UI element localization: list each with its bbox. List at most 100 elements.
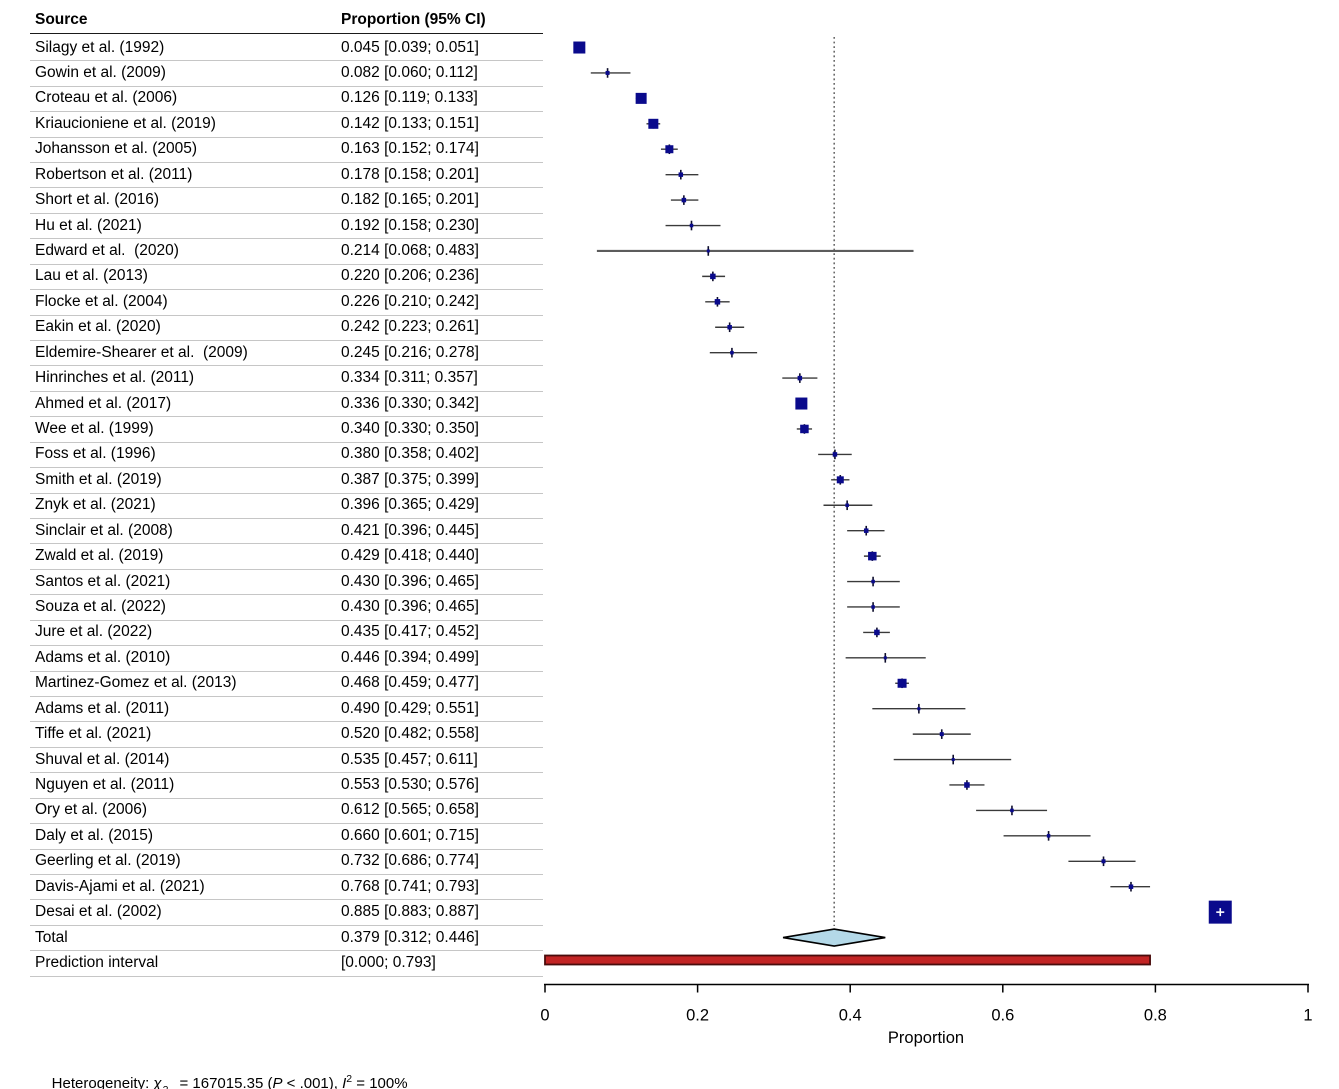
- study-ci-value: 0.468 [0.459; 0.477]: [341, 674, 479, 692]
- study-name: Eakin et al. (2020): [35, 318, 161, 336]
- study-name: Johansson et al. (2005): [35, 140, 197, 158]
- table-row: Znyk et al. (2021) 0.396 [0.365; 0.429]: [30, 493, 543, 519]
- table-row: Hu et al. (2021) 0.192 [0.158; 0.230]: [30, 213, 543, 240]
- table-row: Desai et al. (2002) 0.885 [0.883; 0.887]: [30, 899, 543, 926]
- study-ci-value: 0.045 [0.039; 0.051]: [341, 38, 479, 56]
- heterogeneity-note: Heterogeneity: χ234 = 167015.35 (P < .00…: [35, 1056, 408, 1089]
- x-tick-label: 0.6: [991, 1007, 1014, 1025]
- study-name: Flocke et al. (2004): [35, 292, 168, 310]
- study-name: Davis-Ajami et al. (2021): [35, 877, 205, 895]
- study-name: Ory et al. (2006): [35, 801, 147, 819]
- table-row: Adams et al. (2011) 0.490 [0.429; 0.551]: [30, 696, 543, 723]
- total-diamond: [782, 928, 886, 947]
- table-row: Smith et al. (2019) 0.387 [0.375; 0.399]: [30, 467, 543, 494]
- i-symbol: I: [342, 1075, 347, 1089]
- study-name: Jure et al. (2022): [35, 623, 153, 641]
- study-name: Prediction interval: [35, 953, 159, 971]
- table-row: Prediction interval [0.000; 0.793]: [30, 950, 543, 977]
- table-row: Short et al. (2016) 0.182 [0.165; 0.201]: [30, 187, 543, 214]
- study-name: Adams et al. (2011): [35, 699, 170, 717]
- study-ci-value: 0.490 [0.429; 0.551]: [341, 699, 479, 717]
- study-ci-value: 0.885 [0.883; 0.887]: [341, 903, 479, 921]
- study-ci-value: 0.520 [0.482; 0.558]: [341, 725, 479, 743]
- table-row: Martinez-Gomez et al. (2013) 0.468 [0.459…: [30, 671, 543, 697]
- study-ci-value: 0.430 [0.396; 0.465]: [341, 572, 479, 590]
- weight-square: [573, 41, 586, 54]
- weight-square: [689, 223, 694, 228]
- x-tick-label: 0.2: [686, 1007, 709, 1025]
- weight-square: [648, 118, 659, 129]
- study-name: Znyk et al. (2021): [35, 496, 156, 514]
- weight-square: [939, 732, 944, 737]
- weight-square: [868, 551, 877, 561]
- study-ci-value: 0.435 [0.417; 0.452]: [341, 623, 479, 641]
- weight-square: [714, 299, 721, 305]
- weight-square: [951, 758, 955, 762]
- weight-square: [863, 528, 869, 533]
- study-ci-value: 0.387 [0.375; 0.399]: [341, 470, 479, 488]
- table-row: Flocke et al. (2004) 0.226 [0.210; 0.242]: [30, 289, 543, 316]
- study-name: Sinclair et al. (2008): [35, 521, 173, 539]
- study-ci-value: 0.192 [0.158; 0.230]: [341, 216, 479, 234]
- het-suffix: = 100%: [352, 1075, 408, 1089]
- table-row: Eakin et al. (2020) 0.242 [0.223; 0.261]: [30, 315, 543, 341]
- study-ci-value: 0.660 [0.601; 0.715]: [341, 826, 479, 844]
- study-name: Short et al. (2016): [35, 191, 160, 209]
- table-row: Daly et al. (2015) 0.660 [0.601; 0.715]: [30, 823, 543, 850]
- study-name: Martinez-Gomez et al. (2013): [35, 674, 237, 692]
- study-name: Desai et al. (2002): [35, 903, 162, 921]
- study-name: Total: [35, 928, 68, 946]
- study-ci-value: 0.612 [0.565; 0.658]: [341, 801, 479, 819]
- study-ci-value: 0.380 [0.358; 0.402]: [341, 445, 479, 463]
- x-tick-label: 0.8: [1144, 1007, 1167, 1025]
- study-ci-value: 0.334 [0.311; 0.357]: [341, 369, 478, 387]
- study-ci-value: 0.396 [0.365; 0.429]: [341, 496, 479, 514]
- weight-square: [874, 629, 880, 636]
- study-ci-value: 0.553 [0.530; 0.576]: [341, 775, 479, 793]
- weight-square: [730, 350, 734, 355]
- het-mid2: < .001),: [282, 1075, 343, 1089]
- column-header-source: Source: [35, 11, 88, 28]
- x-tick-label: 0: [540, 1007, 549, 1025]
- weight-square: [964, 782, 970, 788]
- table-row: Nguyen et al. (2011) 0.553 [0.530; 0.576]: [30, 772, 543, 799]
- study-name: Robertson et al. (2011): [35, 165, 193, 183]
- table-row: Ahmed et al. (2017) 0.336 [0.330; 0.342]: [30, 391, 543, 418]
- study-name: Adams et al. (2010): [35, 648, 171, 666]
- x-tick-label: 0.4: [839, 1007, 862, 1025]
- study-name: Lau et al. (2013): [35, 267, 148, 285]
- table-row: Ory et al. (2006) 0.612 [0.565; 0.658]: [30, 798, 543, 825]
- study-ci-value: 0.421 [0.396; 0.445]: [341, 521, 479, 539]
- weight-square: [845, 503, 849, 508]
- weight-square: [883, 656, 887, 660]
- weight-square: [605, 70, 610, 75]
- study-name: Smith et al. (2019): [35, 470, 162, 488]
- table-row: Kriaucioniene et al. (2019) 0.142 [0.133;…: [30, 111, 543, 138]
- study-ci-value: 0.178 [0.158; 0.201]: [341, 165, 479, 183]
- weight-square: [706, 249, 710, 253]
- study-ci-value: 0.732 [0.686; 0.774]: [341, 852, 479, 870]
- study-name: Geerling et al. (2019): [35, 852, 181, 870]
- study-name: Hinrinches et al. (2011): [35, 369, 195, 387]
- weight-square: [1101, 859, 1106, 864]
- study-ci-value: 0.126 [0.119; 0.133]: [341, 89, 478, 107]
- table-row: Croteau et al. (2006) 0.126 [0.119; 0.133…: [30, 86, 543, 113]
- p-symbol: P: [272, 1075, 283, 1089]
- table-row: Total 0.379 [0.312; 0.446]: [30, 925, 543, 952]
- table-row: Davis-Ajami et al. (2021) 0.768 [0.741; 0…: [30, 874, 543, 901]
- weight-square: [1128, 884, 1134, 889]
- study-ci-value: 0.340 [0.330; 0.350]: [341, 419, 479, 437]
- weight-square: [871, 605, 875, 609]
- column-header-proportion: Proportion (95% CI): [341, 11, 486, 28]
- het-mid1: = 167015.35 (: [175, 1075, 273, 1089]
- study-ci-value: 0.379 [0.312; 0.446]: [341, 928, 479, 946]
- study-ci-value: 0.163 [0.152; 0.174]: [341, 140, 479, 158]
- study-name: Silagy et al. (1992): [35, 38, 165, 56]
- weight-square: [795, 397, 808, 410]
- study-ci-value: [0.000; 0.793]: [341, 953, 436, 971]
- table-row: Eldemire-Shearer et al. (2009) 0.245 [0.2…: [30, 340, 543, 367]
- weight-square: [797, 375, 803, 381]
- table-row: Hinrinches et al. (2011) 0.334 [0.311; 0.…: [30, 365, 543, 392]
- study-ci-value: 0.242 [0.223; 0.261]: [341, 318, 479, 336]
